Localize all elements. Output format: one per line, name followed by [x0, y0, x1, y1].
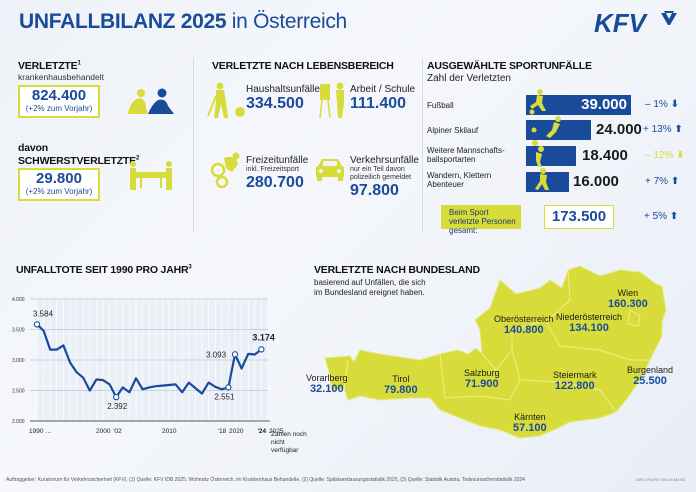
- lebensbereich-item: Verkehrsunfälle nur ein Teil davon poliz…: [350, 155, 419, 199]
- sport-bar: [526, 140, 576, 167]
- lebensbereich-heading: VERLETZTE NACH LEBENSBEREICH: [212, 60, 394, 72]
- svg-text:2.551: 2.551: [214, 392, 235, 401]
- footer-sources: Auftraggeber: Kuratorium für Verkehrssic…: [6, 477, 525, 483]
- svg-text:'18: '18: [218, 428, 227, 435]
- svg-text:2.392: 2.392: [107, 402, 128, 411]
- svg-text:2000: 2000: [96, 428, 111, 435]
- sport-label: Wandern, Klettern Abenteuer: [427, 171, 492, 189]
- sport-bar: [526, 168, 569, 192]
- arrow-up-icon: ⬆: [669, 211, 679, 222]
- schwerst-value: 29.800: [36, 170, 82, 187]
- football-icon: [529, 89, 546, 115]
- lebensbereich-item: Haushaltsunfälle 334.500: [246, 84, 320, 112]
- title-bold: UNFALLBILANZ 2025: [19, 10, 227, 33]
- sport-heading: AUSGEWÄHLTE SPORTUNFÄLLE: [427, 60, 592, 72]
- title-rest: in Österreich: [226, 10, 347, 33]
- car-icon: [314, 156, 346, 187]
- sport-bar: 39.000: [526, 89, 631, 115]
- chart-x-note: Zahlen noch nicht verfügbar: [271, 431, 307, 454]
- sport-subheading: Zahl der Verletzten: [427, 73, 511, 84]
- state-salzburg: Salzburg 71.900: [464, 368, 500, 390]
- sport-label: Alpiner Skilauf: [427, 126, 479, 135]
- sport-value: 24.000: [596, 121, 642, 138]
- sport-change: + 13% ⬆: [643, 124, 683, 135]
- sport-total-value: 173.500: [544, 205, 614, 229]
- chart-line: [36, 323, 263, 399]
- injured-people-icon: [126, 88, 176, 121]
- eagle-icon: [661, 13, 677, 25]
- sport-total-label: Beim Sport verletzte Personen gesamt:: [441, 205, 521, 235]
- verletzte-heading: VERLETZTE1: [18, 60, 81, 72]
- skiing-icon: [531, 116, 561, 138]
- column-divider: [193, 58, 194, 233]
- sport-label: Weitere Mannschafts-ballsportarten: [427, 146, 505, 164]
- state-kaernten: Kärnten 57.100: [513, 412, 547, 434]
- svg-text:KFV: KFV: [594, 9, 649, 35]
- sport-change: + 7% ⬆: [645, 176, 680, 187]
- svg-text:4.000: 4.000: [12, 297, 25, 303]
- state-vorarlberg: Vorarlberg 32.100: [306, 373, 348, 395]
- state-oberoesterreich: Oberösterreich 140.800: [494, 314, 554, 336]
- verletzte-value-box: 824.400 (+2% zum Vorjahr): [18, 85, 100, 118]
- chart-y-axis: 2.000 2.500 3.000 3.500 4.000: [12, 297, 25, 425]
- svg-text:3.500: 3.500: [12, 328, 25, 334]
- svg-text:'24: '24: [257, 428, 266, 435]
- svg-text:2020: 2020: [229, 428, 244, 435]
- schwerst-change: (+2% zum Vorjahr): [25, 187, 93, 196]
- arrow-up-icon: ⬆: [674, 124, 683, 135]
- arrow-up-icon: ⬆: [670, 176, 680, 187]
- kfv-logo: KFV: [594, 8, 684, 38]
- schwerst-heading-1: davon: [18, 142, 48, 154]
- svg-text:1990 …: 1990 …: [29, 428, 52, 435]
- svg-text:3.584: 3.584: [33, 309, 54, 318]
- state-burgenland: Burgenland 25.500: [627, 365, 674, 387]
- sport-label: Fußball: [427, 101, 454, 110]
- state-niederoesterreich: Niederösterreich 134.100: [556, 312, 623, 334]
- chart-x-axis: 1990 … 2000'02 2010 '18 2020 '24 2025: [29, 428, 284, 435]
- household-icon: [206, 82, 246, 125]
- sport-value: 18.400: [582, 147, 628, 164]
- svg-text:2.500: 2.500: [12, 389, 25, 395]
- svg-text:2025: 2025: [269, 428, 284, 435]
- austria-map: [324, 265, 667, 439]
- ballsport-icon: [532, 140, 544, 167]
- sport-change: – 12% ⬇: [645, 150, 685, 161]
- bundesland-heading: VERLETZTE NACH BUNDESLAND: [314, 264, 480, 276]
- svg-text:2010: 2010: [162, 428, 177, 435]
- svg-text:2.000: 2.000: [12, 419, 25, 425]
- svg-text:3.174: 3.174: [252, 332, 275, 342]
- verletzte-change: (+2% zum Vorjahr): [25, 104, 93, 113]
- schwerst-value-box: 29.800 (+2% zum Vorjahr): [18, 168, 100, 201]
- sport-value: 16.000: [573, 173, 619, 190]
- chart-annotations: 3.584 2.392 2.551 3.093 3.174: [33, 309, 275, 411]
- svg-text:'02: '02: [113, 428, 122, 435]
- fatalities-line-chart: 2.000 2.500 3.000 3.500 4.000 1990 … 2000'02 2…: [12, 297, 284, 435]
- chart-grid: [30, 298, 270, 422]
- column-divider: [422, 58, 423, 233]
- verletzte-subheading: krankenhausbehandelt: [18, 72, 105, 82]
- hiking-icon: [535, 168, 549, 190]
- lebensbereich-item: Arbeit / Schule 111.400: [350, 84, 416, 112]
- sport-change: – 1% ⬇: [645, 99, 679, 110]
- state-wien: Wien 160.300: [608, 288, 648, 310]
- svg-text:3.000: 3.000: [12, 358, 25, 364]
- lebensbereich-item: Freizeitunfälle inkl. Freizeitsport 280.…: [246, 155, 309, 191]
- sport-bar: [526, 116, 591, 140]
- arrow-down-icon: ⬇: [676, 150, 685, 161]
- svg-text:3.093: 3.093: [206, 350, 227, 359]
- footer-credit: APA-GRAFIK ON DEMAND: [636, 477, 686, 482]
- bundesland-subheading: basierend auf Unfällen, die sich im Bund…: [314, 278, 426, 297]
- work-school-icon: [318, 82, 348, 125]
- chart-title: UNFALLTOTE SEIT 1990 PRO JAHR3: [16, 264, 192, 276]
- state-tirol: Tirol 79.800: [384, 374, 418, 396]
- page-title: UNFALLBILANZ 2025 in Österreich: [19, 10, 347, 34]
- verletzte-value: 824.400: [31, 87, 87, 104]
- stretcher-icon: [126, 160, 176, 197]
- sport-total-change: + 5% ⬆: [644, 211, 679, 222]
- state-steiermark: Steiermark 122.800: [553, 370, 597, 392]
- arrow-down-icon: ⬇: [670, 99, 679, 110]
- bmx-icon: [210, 152, 244, 193]
- schwerst-heading: SCHWERSTVERLETZTE2: [18, 155, 140, 167]
